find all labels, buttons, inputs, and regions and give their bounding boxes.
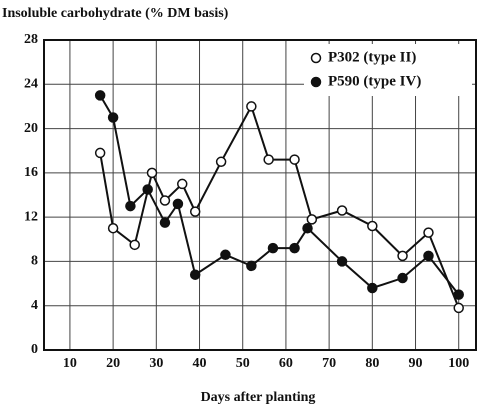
data-point [289,242,300,254]
data-point [246,260,257,272]
x-tick-label: 60 [279,356,293,371]
y-tick-label: 8 [31,254,38,269]
data-point [267,242,279,254]
data-point [336,256,348,267]
data-point [189,269,201,280]
data-point [172,198,184,210]
plot-frame [43,39,477,351]
x-tick-label: 70 [322,356,336,371]
series-line [99,94,460,296]
data-point [107,112,119,123]
data-point [306,214,318,225]
y-tick-label: 24 [24,77,38,92]
data-point [146,167,158,179]
data-point [159,195,171,206]
legend-box [304,44,472,96]
data-point [336,205,348,216]
x-tick-label: 100 [448,356,469,371]
data-point [215,156,227,168]
y-tick-label: 28 [24,32,38,47]
data-point [246,101,257,112]
legend-marker [310,76,322,88]
x-tick-label: 20 [106,356,120,371]
x-tick-label: 50 [236,356,250,371]
data-point [94,90,106,101]
data-point [263,154,274,165]
legend-label: P590 (type IV) [328,73,421,89]
x-tick-label: 90 [409,356,423,371]
data-point [107,222,119,234]
chart-title: Insoluble carbohydrate (% DM basis) [2,6,229,21]
data-point [367,282,378,294]
x-tick-label: 40 [193,356,207,371]
y-tick-label: 0 [31,342,38,357]
y-tick-label: 4 [31,298,38,313]
x-tick-label: 30 [149,356,163,371]
x-tick-label: 80 [365,356,379,371]
data-point [397,250,408,262]
y-tick-label: 16 [24,165,38,180]
legend-label: P302 (type II) [328,49,416,65]
x-axis-label: Days after planting [201,390,316,405]
y-tick-label: 20 [24,121,38,136]
data-point [423,250,434,262]
data-point [289,154,300,165]
data-point [129,239,140,251]
data-point [397,272,408,284]
data-point [159,217,171,228]
legend-marker [310,52,322,64]
data-point [189,206,201,217]
data-point [142,184,153,195]
data-point [367,220,378,232]
data-point [125,200,136,212]
data-point [94,147,106,159]
x-tick-label: 10 [63,356,77,371]
data-point [453,302,464,314]
data-point [176,178,188,190]
data-point [453,289,464,300]
data-point [220,249,231,261]
y-tick-label: 12 [24,209,38,224]
data-point [423,227,434,238]
data-point [302,222,313,234]
